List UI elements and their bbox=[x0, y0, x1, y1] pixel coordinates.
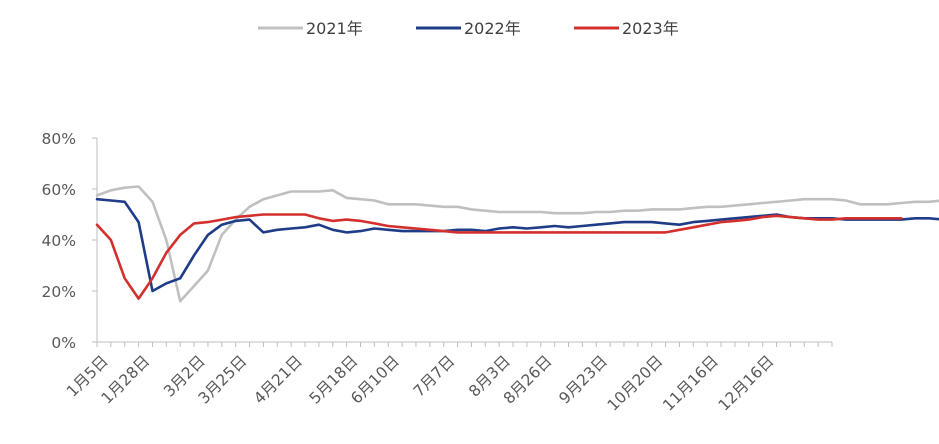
y-tick-label: 0% bbox=[51, 334, 76, 352]
legend-label: 2021年 bbox=[306, 19, 363, 38]
y-tick-label: 40% bbox=[42, 232, 76, 250]
series-lines bbox=[95, 185, 939, 303]
y-tick-label: 80% bbox=[42, 130, 76, 148]
legend-label: 2022年 bbox=[464, 19, 521, 38]
x-tick-label: 10月20日 bbox=[604, 352, 667, 415]
y-tick-label: 60% bbox=[42, 181, 76, 199]
x-tick-label: 7月7日 bbox=[410, 352, 459, 401]
y-axis: 0% 20% 40% 60% 80% bbox=[42, 130, 98, 352]
y-tick-label: 20% bbox=[42, 283, 76, 301]
legend: 2021年 2022年 2023年 bbox=[258, 19, 679, 38]
series-line-2023年 bbox=[95, 213, 903, 300]
x-tick-label: 4月21日 bbox=[250, 352, 306, 408]
x-tick-label: 12月16日 bbox=[715, 352, 778, 415]
x-tick-label: 11月16日 bbox=[659, 352, 722, 415]
x-tick-label: 9月23日 bbox=[555, 352, 611, 408]
series-line-2021年 bbox=[95, 185, 939, 303]
legend-label: 2023年 bbox=[622, 19, 679, 38]
